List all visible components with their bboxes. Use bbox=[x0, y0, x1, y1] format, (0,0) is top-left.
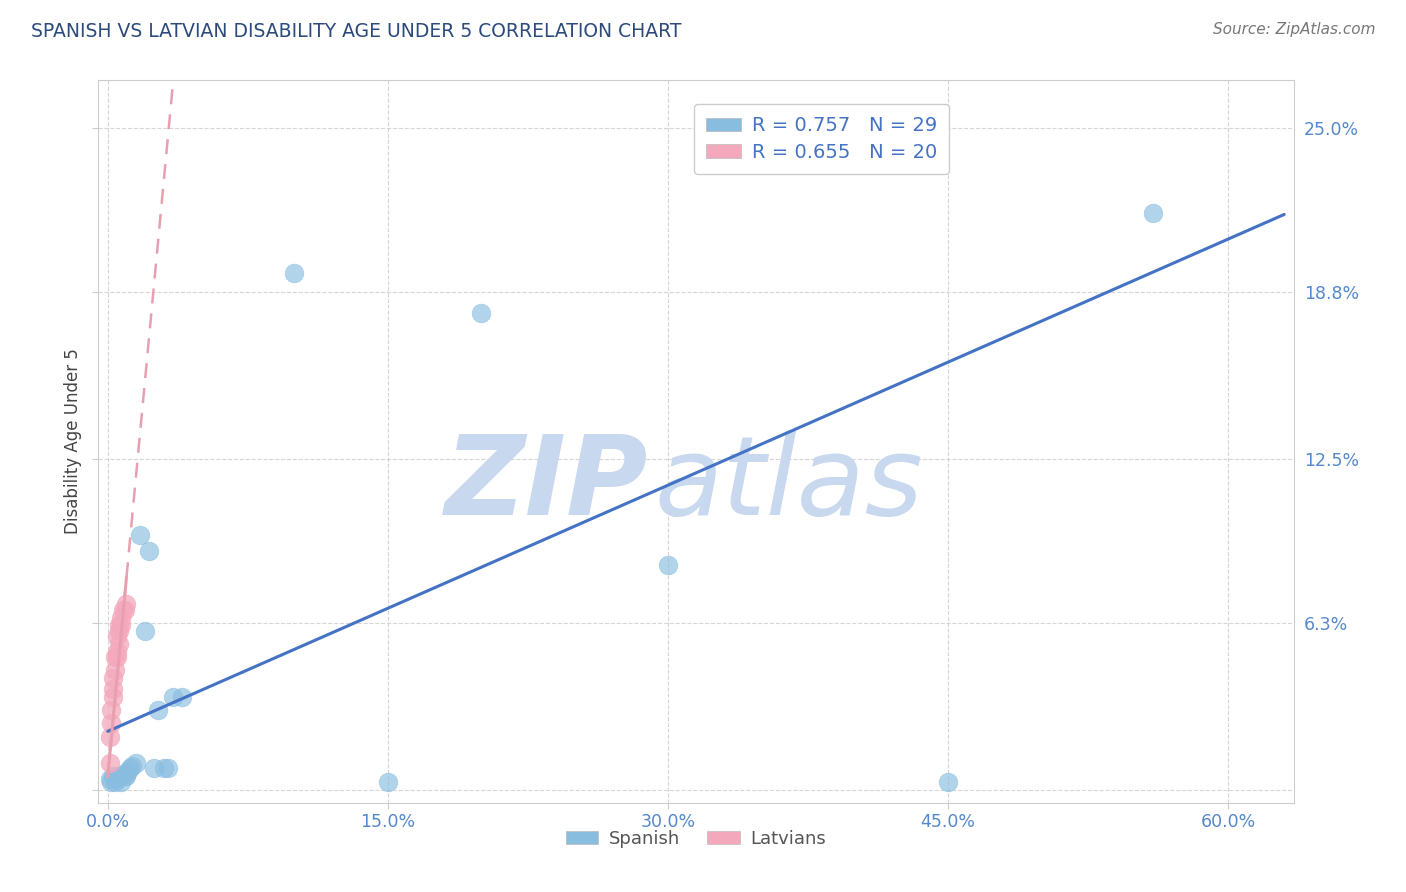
Point bbox=[936, 774, 959, 789]
Text: SPANISH VS LATVIAN DISABILITY AGE UNDER 5 CORRELATION CHART: SPANISH VS LATVIAN DISABILITY AGE UNDER … bbox=[31, 22, 682, 41]
Point bbox=[377, 774, 399, 789]
Point bbox=[657, 558, 679, 572]
Point bbox=[117, 764, 139, 778]
Point bbox=[121, 758, 143, 772]
Point bbox=[156, 761, 179, 775]
Point bbox=[114, 602, 136, 616]
Legend: Spanish, Latvians: Spanish, Latvians bbox=[558, 822, 834, 855]
Point bbox=[104, 664, 127, 678]
Point bbox=[134, 624, 156, 638]
Y-axis label: Disability Age Under 5: Disability Age Under 5 bbox=[63, 349, 82, 534]
Point bbox=[105, 629, 128, 643]
Point bbox=[108, 637, 131, 651]
Point bbox=[108, 618, 131, 632]
Point bbox=[110, 618, 132, 632]
Point bbox=[103, 769, 125, 783]
Point bbox=[125, 756, 148, 770]
Point bbox=[98, 756, 121, 770]
Point bbox=[162, 690, 184, 704]
Point bbox=[115, 769, 138, 783]
Point bbox=[100, 716, 122, 731]
Text: ZIP: ZIP bbox=[444, 432, 648, 539]
Point bbox=[104, 650, 127, 665]
Point bbox=[108, 624, 131, 638]
Point bbox=[98, 730, 121, 744]
Point bbox=[152, 761, 174, 775]
Point bbox=[110, 774, 132, 789]
Point bbox=[283, 267, 305, 281]
Text: Source: ZipAtlas.com: Source: ZipAtlas.com bbox=[1212, 22, 1375, 37]
Point bbox=[111, 602, 134, 616]
Point bbox=[104, 774, 127, 789]
Point bbox=[114, 769, 136, 783]
Point bbox=[105, 772, 128, 786]
Point bbox=[148, 703, 170, 717]
Point bbox=[138, 544, 160, 558]
Point bbox=[143, 761, 166, 775]
Point bbox=[105, 650, 128, 665]
Point bbox=[115, 597, 138, 611]
Point bbox=[103, 672, 125, 686]
Point bbox=[172, 690, 194, 704]
Point bbox=[103, 690, 125, 704]
Point bbox=[100, 774, 122, 789]
Point bbox=[128, 528, 150, 542]
Point bbox=[100, 703, 122, 717]
Point bbox=[110, 610, 132, 624]
Point bbox=[120, 761, 142, 775]
Point bbox=[98, 772, 121, 786]
Point bbox=[111, 766, 134, 780]
Point bbox=[470, 306, 492, 320]
Point bbox=[108, 769, 131, 783]
Text: atlas: atlas bbox=[654, 432, 922, 539]
Point bbox=[1142, 205, 1164, 219]
Point bbox=[103, 681, 125, 696]
Point bbox=[105, 645, 128, 659]
